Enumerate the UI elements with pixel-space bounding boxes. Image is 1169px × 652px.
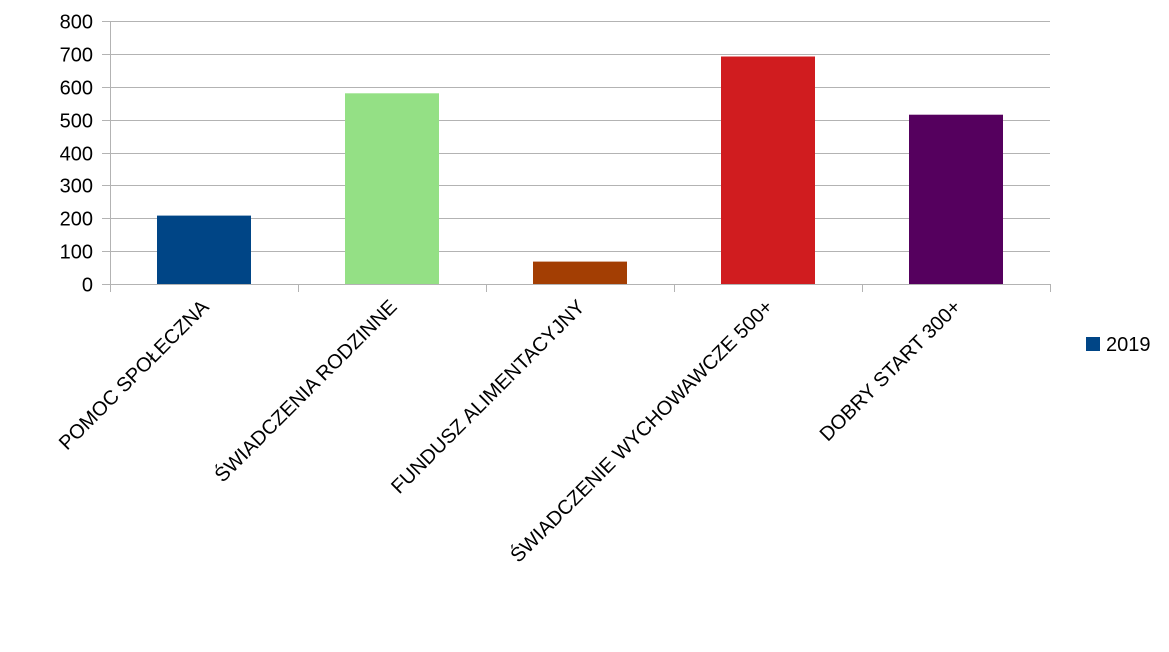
y-tick-label: 100: [60, 242, 93, 264]
x-tick-label: DOBRY START 300+: [816, 296, 966, 446]
y-tick-label: 800: [60, 12, 93, 34]
y-tick-label: 200: [60, 209, 93, 231]
y-tick-label: 300: [60, 176, 93, 198]
bar: [157, 215, 251, 284]
y-tick-label: 400: [60, 144, 93, 166]
y-tick-label: 700: [60, 45, 93, 67]
grid-lines: [102, 21, 1050, 285]
bar: [909, 114, 1003, 284]
bar: [721, 56, 815, 284]
y-tick-label: 0: [82, 275, 93, 297]
y-tick-label: 600: [60, 78, 93, 100]
x-tick-label: ŚWIADCZENIA RODZINNE: [209, 295, 401, 487]
legend-swatch: [1086, 337, 1100, 351]
y-axis-tick-labels: 0 100 200 300 400 500 600 700 800: [60, 12, 93, 297]
legend: 2019: [1086, 334, 1151, 356]
bars: [157, 56, 1003, 284]
x-tick-label: POMOC SPOŁECZNA: [55, 296, 214, 455]
y-tick-label: 500: [60, 111, 93, 133]
bar: [533, 261, 627, 284]
legend-label: 2019: [1106, 334, 1151, 356]
x-tick-label: FUNDUSZ ALIMENTACYJNY: [387, 296, 589, 498]
axes: [110, 21, 1051, 292]
bar: [345, 93, 439, 284]
